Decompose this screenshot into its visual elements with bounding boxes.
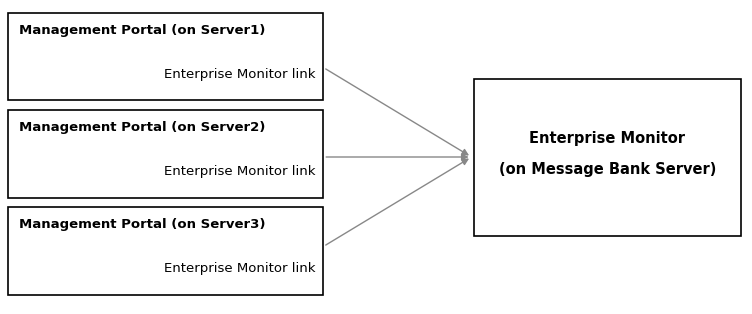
Text: Management Portal (on Server2): Management Portal (on Server2) xyxy=(19,121,265,134)
Text: Enterprise Monitor: Enterprise Monitor xyxy=(529,131,685,146)
FancyBboxPatch shape xyxy=(8,110,323,198)
Text: Enterprise Monitor link: Enterprise Monitor link xyxy=(165,262,316,275)
FancyBboxPatch shape xyxy=(8,207,323,295)
FancyBboxPatch shape xyxy=(8,13,323,100)
Text: Enterprise Monitor link: Enterprise Monitor link xyxy=(165,165,316,178)
FancyBboxPatch shape xyxy=(474,78,741,236)
Text: Management Portal (on Server3): Management Portal (on Server3) xyxy=(19,218,265,231)
Text: Enterprise Monitor link: Enterprise Monitor link xyxy=(165,68,316,81)
Text: (on Message Bank Server): (on Message Bank Server) xyxy=(499,162,716,177)
Text: Management Portal (on Server1): Management Portal (on Server1) xyxy=(19,24,265,36)
